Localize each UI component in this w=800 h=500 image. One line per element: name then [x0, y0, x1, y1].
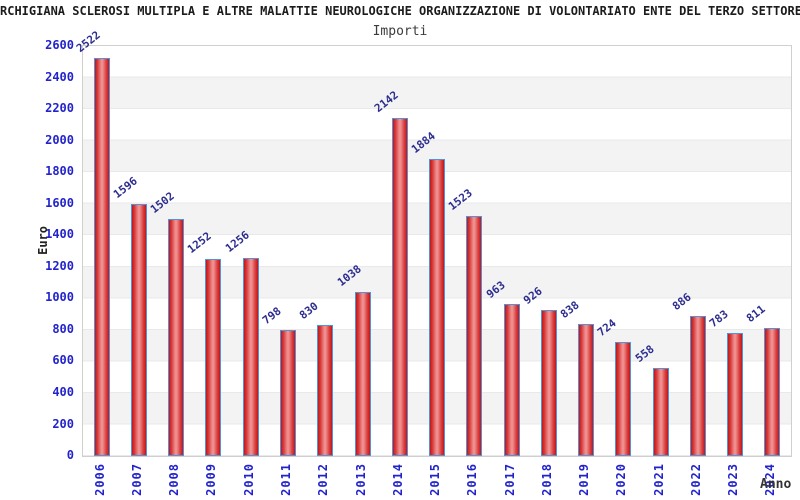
x-tick-label: 2018 [539, 463, 554, 496]
bar-2006 [93, 58, 110, 456]
x-tick-label: 2021 [651, 463, 666, 496]
y-tick-label: 1000 [45, 290, 74, 305]
y-axis-title: Euro [36, 226, 50, 255]
x-tick-label: 2016 [465, 463, 480, 496]
x-tick-label: 2020 [614, 463, 629, 496]
bar-2017 [503, 304, 520, 456]
bar-2021 [652, 368, 669, 456]
bar-value-label: 558 [632, 342, 657, 365]
bar-value-label: 886 [669, 290, 694, 314]
y-tick-label: 0 [66, 448, 74, 462]
bar-value-label: 1252 [185, 229, 215, 256]
bar-2015 [429, 158, 445, 456]
y-tick-label: 1800 [45, 164, 74, 179]
bar-2009 [205, 258, 222, 456]
bar-2010 [242, 257, 259, 456]
x-tick-label: 2012 [316, 463, 331, 496]
bar-2013 [354, 292, 371, 456]
y-tick-label: 2200 [45, 101, 74, 116]
bar-2012 [317, 325, 334, 456]
x-tick-label: 2023 [726, 463, 741, 496]
chart-title: RCHIGIANA SCLEROSI MULTIPLA E ALTRE MALA… [0, 4, 800, 18]
bar-value-label: 1502 [148, 189, 178, 217]
bar-value-label: 1523 [446, 186, 476, 213]
bar-2018 [540, 310, 557, 456]
bar-value-label: 963 [483, 278, 508, 302]
y-tick-label: 400 [52, 384, 74, 399]
bar-2008 [168, 219, 185, 456]
bar-2011 [279, 330, 296, 456]
bar-value-label: 830 [297, 299, 321, 323]
y-tick-label: 200 [52, 416, 74, 431]
y-tick-label: 800 [52, 321, 74, 336]
bar-value-label: 926 [520, 284, 545, 307]
x-tick-label: 2022 [688, 463, 703, 496]
bar-value-label: 1884 [408, 129, 438, 156]
bar-value-label: 2142 [371, 88, 401, 116]
bar-2014 [391, 118, 408, 456]
bar-value-label: 783 [707, 307, 731, 330]
bar-value-label: 724 [595, 316, 619, 339]
bar-2022 [689, 316, 706, 456]
y-tick-label: 2600 [45, 38, 74, 52]
x-tick-label: 2017 [502, 463, 517, 496]
bar-2024 [764, 328, 781, 456]
bar-2007 [130, 204, 147, 456]
y-tick-label: 600 [52, 353, 74, 368]
x-tick-label: 2015 [428, 463, 442, 496]
bar-2019 [578, 323, 595, 456]
x-tick-label: 2011 [278, 463, 293, 496]
x-tick-label: 2006 [92, 463, 107, 496]
x-tick-label: 2014 [390, 463, 405, 496]
x-tick-label: 2008 [167, 463, 182, 496]
y-tick-label: 1600 [45, 195, 74, 210]
y-tick-label: 1200 [45, 258, 74, 273]
y-tick-label: 2000 [45, 132, 74, 147]
chart-subtitle: Importi [372, 24, 428, 39]
bar-2020 [615, 341, 632, 456]
bar-value-label: 798 [259, 304, 284, 328]
x-tick-label: 2019 [577, 463, 592, 496]
x-tick-label: 2009 [204, 463, 219, 496]
x-tick-label: 2007 [129, 463, 144, 496]
y-tick-label: 1400 [45, 227, 74, 242]
bar-value-label: 811 [744, 302, 769, 326]
bar-value-label: 1038 [334, 262, 364, 290]
x-axis-title: Anno [760, 477, 792, 492]
plot-area: 2522 1596 1502 1252 1256 798 830 1038 2142 1884 15… [74, 29, 792, 457]
bar-value-label: 1596 [110, 174, 140, 202]
bar-value-label: 1256 [222, 228, 252, 255]
bar-2023 [727, 332, 744, 456]
x-tick-label: 2010 [241, 463, 256, 496]
x-tick-label: 2013 [353, 463, 368, 496]
y-tick-label: 2400 [45, 69, 74, 84]
bar-2016 [466, 215, 483, 456]
bar-value-label: 838 [558, 298, 582, 321]
